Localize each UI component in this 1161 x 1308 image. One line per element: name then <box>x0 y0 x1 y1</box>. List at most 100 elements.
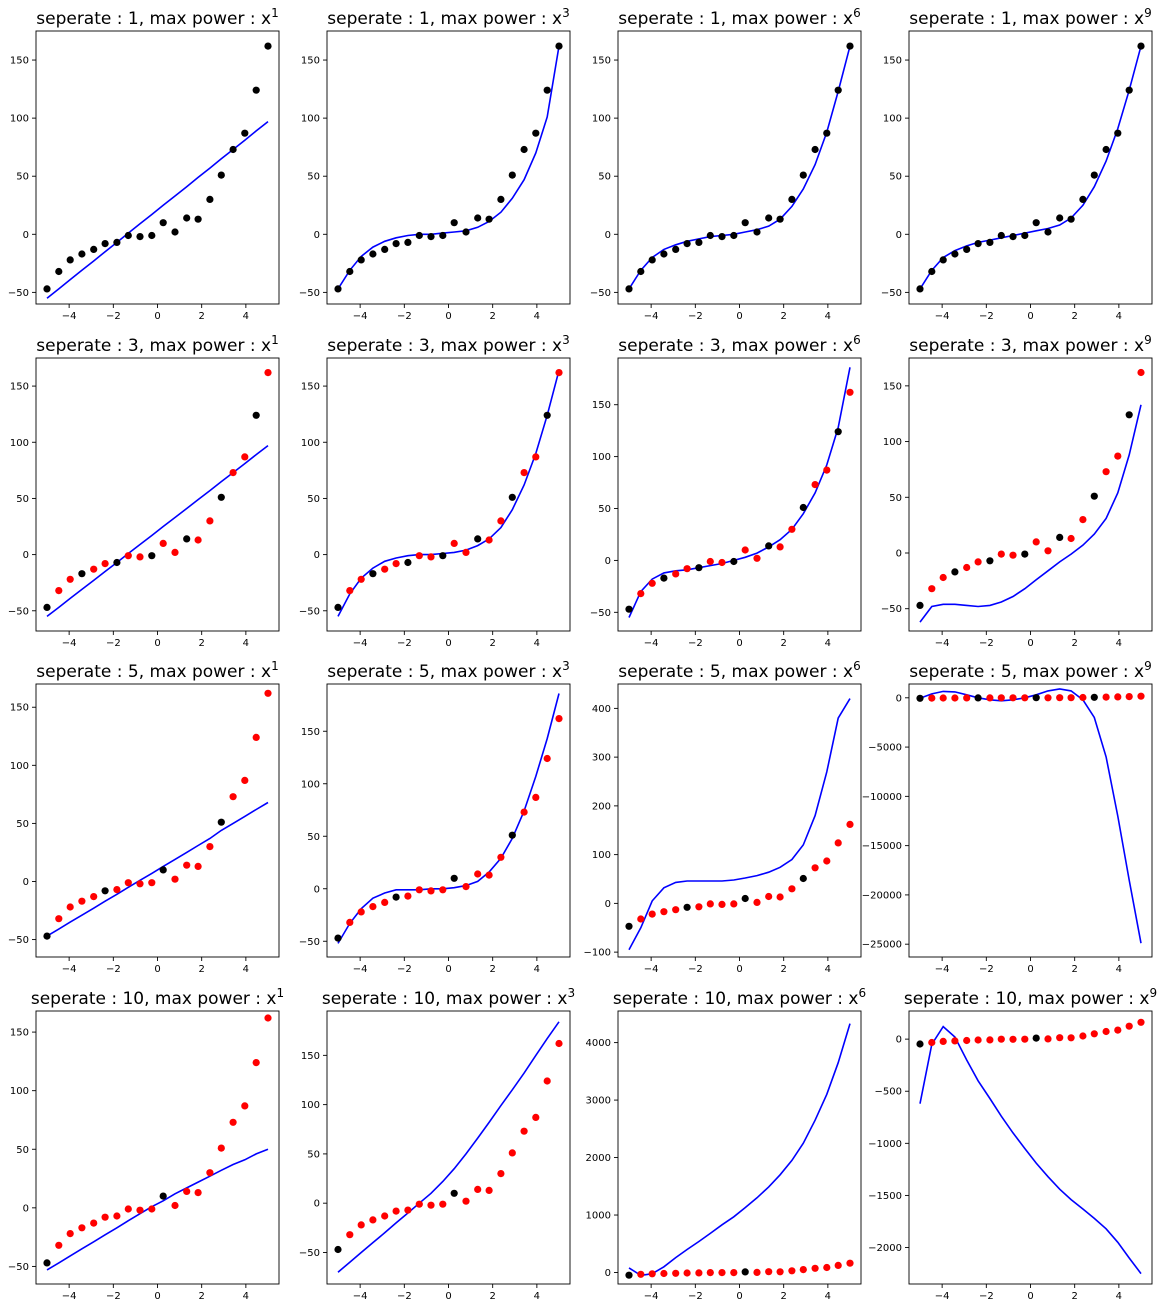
train-point <box>683 240 691 248</box>
test-point <box>90 1219 98 1227</box>
test-point <box>683 1269 691 1277</box>
x-tick-label: 4 <box>243 311 249 322</box>
test-point <box>1079 1032 1087 1040</box>
test-point <box>66 903 74 911</box>
test-point <box>695 1269 703 1277</box>
plot-area <box>334 369 563 617</box>
x-tick-label: −4 <box>935 964 950 975</box>
y-tick-label: 50 <box>16 494 29 505</box>
train-point <box>1032 1034 1040 1042</box>
subplot-14: seperate : 10, max power : x3 −4 −2 0 2 4 −50 0… <box>299 986 575 1302</box>
train-point <box>1032 694 1040 702</box>
x-tick-label: 4 <box>1116 1291 1122 1302</box>
test-point <box>450 539 458 548</box>
train-point <box>1090 693 1098 701</box>
x-tick-label: −2 <box>397 1291 412 1302</box>
subplot-8: seperate : 3, max power : x9 −4 −2 0 2 4 −50 0 5… <box>881 333 1153 649</box>
train-point <box>264 42 272 50</box>
x-tick-label: 2 <box>780 964 786 975</box>
y-tick-label: 100 <box>883 437 902 448</box>
x-tick-label: 4 <box>243 964 249 975</box>
test-point <box>206 843 214 851</box>
y-tick-label: −500 <box>875 1087 902 1098</box>
test-point <box>939 694 947 702</box>
title-text: seperate : 10, max power : x <box>613 989 859 1009</box>
title-text: seperate : 1, max power : x <box>909 9 1144 29</box>
x-tick-label: 0 <box>445 311 451 322</box>
train-point <box>369 570 377 578</box>
train-point <box>334 603 342 612</box>
fit-line <box>628 367 851 618</box>
subplot-title: seperate : 5, max power : x1 <box>36 659 278 682</box>
train-point <box>78 570 86 578</box>
train-point <box>834 86 842 94</box>
y-tick-label: 150 <box>301 1051 320 1062</box>
test-point <box>485 871 493 879</box>
train-point <box>543 411 551 419</box>
train-point <box>974 694 982 702</box>
train-point <box>439 552 447 560</box>
test-point <box>124 552 132 560</box>
y-tick-label: −50 <box>299 1248 320 1259</box>
train-point <box>148 231 156 240</box>
test-point <box>1125 693 1133 701</box>
subplot-title: seperate : 5, max power : x6 <box>618 659 860 682</box>
test-point <box>217 1144 225 1152</box>
y-tick-label: 100 <box>10 761 29 772</box>
test-point <box>532 793 540 802</box>
x-tick-label: −4 <box>353 638 368 649</box>
test-point <box>520 808 528 816</box>
test-point <box>1067 694 1075 702</box>
train-point <box>846 42 854 50</box>
subplot-2: seperate : 1, max power : x3 −4 −2 0 2 4 −50 0 5… <box>299 6 571 322</box>
x-tick-label: 0 <box>154 964 160 975</box>
test-point <box>55 915 63 923</box>
test-point <box>532 453 540 461</box>
train-point <box>799 503 807 512</box>
axes-frame <box>617 357 862 632</box>
test-point <box>206 1169 214 1177</box>
x-tick-label: 2 <box>1071 311 1077 322</box>
subplot-title: seperate : 1, max power : x3 <box>327 6 569 29</box>
test-point <box>346 1231 354 1239</box>
test-point <box>672 570 680 578</box>
train-point <box>252 86 260 94</box>
y-tick-label: 50 <box>598 172 611 183</box>
test-point <box>660 1269 668 1278</box>
test-point <box>264 1014 272 1022</box>
test-point <box>695 903 703 911</box>
train-point <box>334 1245 342 1254</box>
y-tick-label: 150 <box>10 703 29 714</box>
y-tick-label: −25000 <box>862 940 902 951</box>
train-point <box>1021 231 1029 240</box>
subplot-13: seperate : 10, max power : x1 −4 −2 0 2 4 −50 0… <box>8 986 284 1302</box>
title-exponent: 3 <box>562 659 570 673</box>
subplot-9: seperate : 5, max power : x1 −4 −2 0 2 4 −50 0 5… <box>8 659 280 975</box>
train-point <box>660 574 668 582</box>
title-exponent: 9 <box>1150 986 1158 1000</box>
x-tick-label: 4 <box>1116 638 1122 649</box>
test-point <box>672 906 680 914</box>
test-point <box>834 1261 842 1269</box>
test-point <box>90 893 98 901</box>
train-point <box>136 233 144 241</box>
y-tick-label: −100 <box>584 948 611 959</box>
test-point <box>229 793 237 801</box>
test-point <box>753 1268 761 1276</box>
y-tick-label: 50 <box>307 172 320 183</box>
train-point <box>415 231 423 240</box>
y-tick-label: 150 <box>10 56 29 67</box>
y-tick-label: 100 <box>301 1100 320 1111</box>
y-tick-label: −50 <box>881 288 902 299</box>
train-point <box>159 866 167 874</box>
subplot-11: seperate : 5, max power : x6 −4 −2 0 2 4 −100 0… <box>584 659 862 975</box>
test-point <box>346 918 354 927</box>
test-point <box>753 898 761 907</box>
test-point <box>113 1212 121 1220</box>
y-tick-label: 50 <box>16 819 29 830</box>
test-point <box>485 1186 493 1194</box>
test-point <box>183 861 191 869</box>
test-point <box>637 590 645 598</box>
test-point <box>788 525 796 533</box>
